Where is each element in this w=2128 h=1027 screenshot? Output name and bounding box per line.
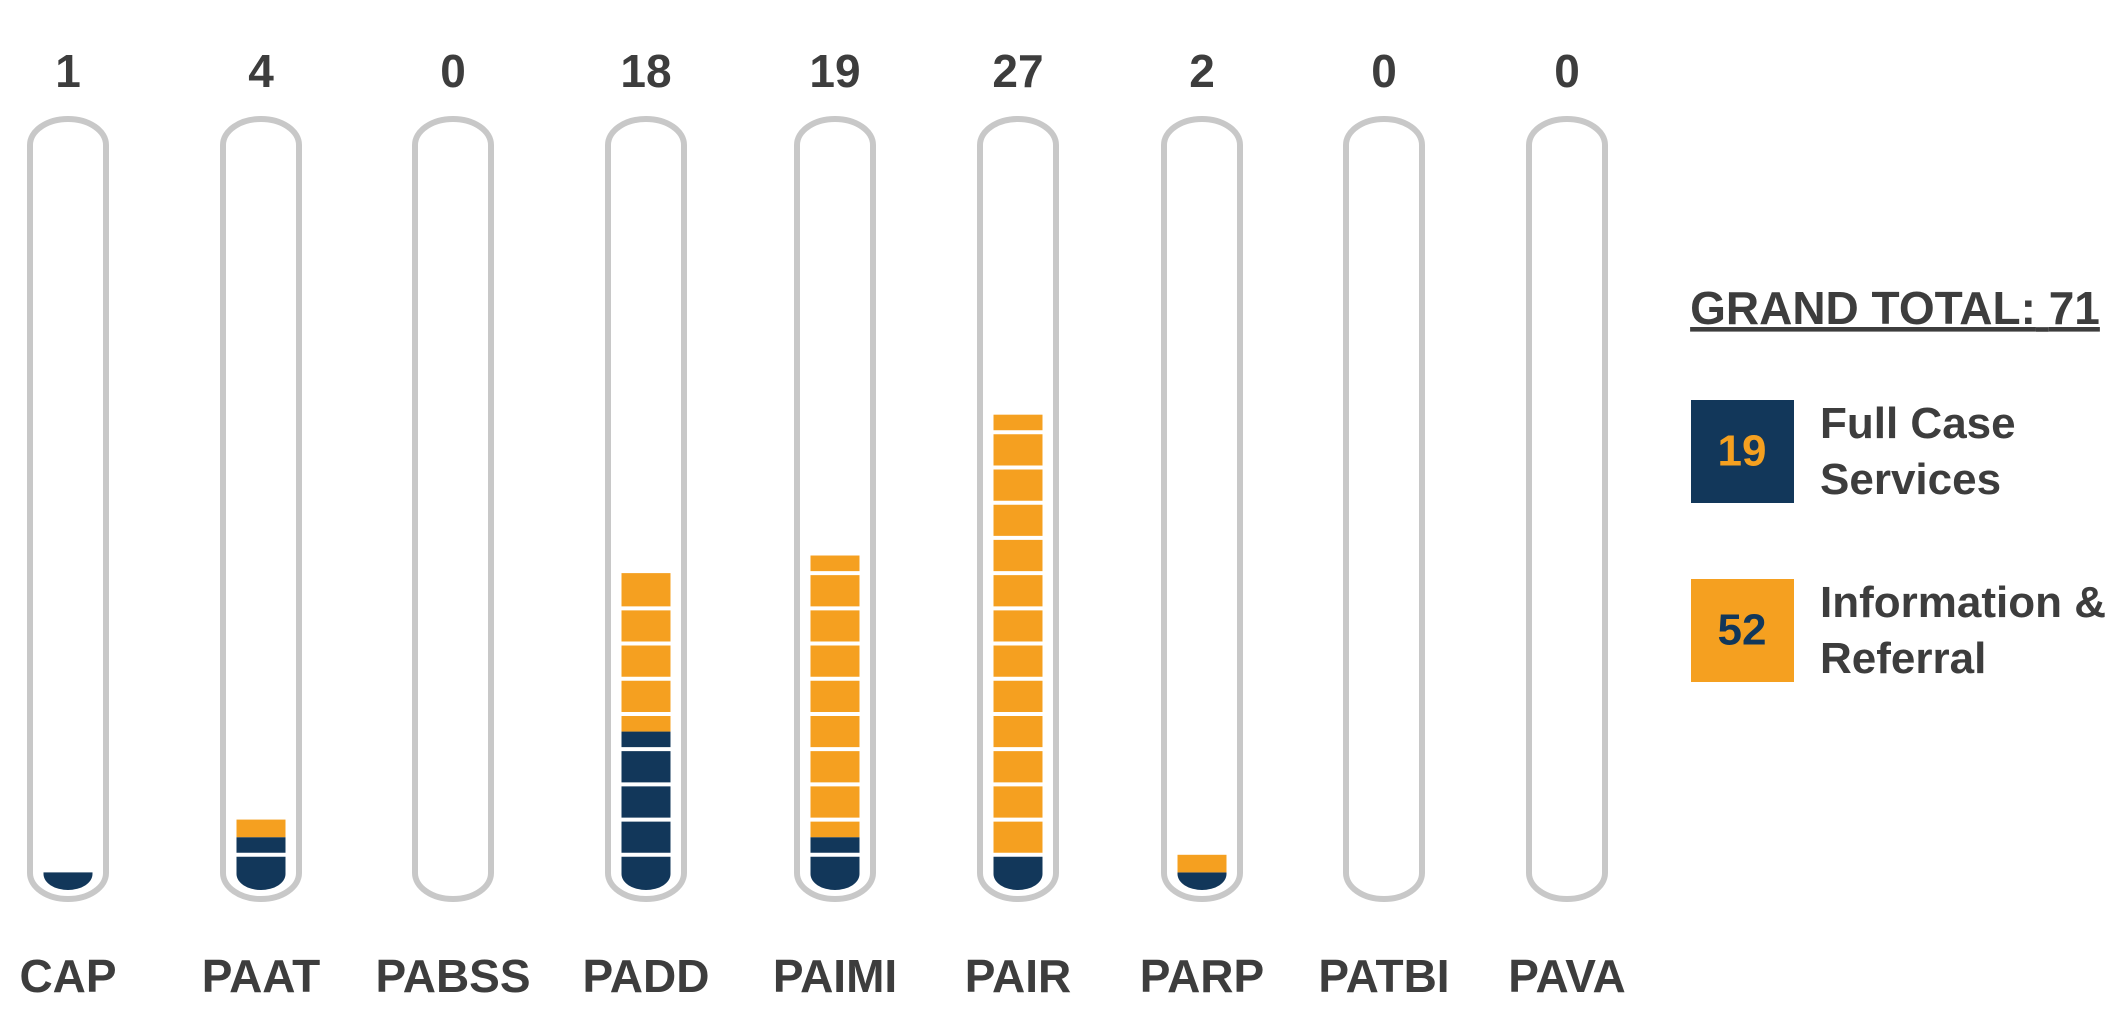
grand-total-value: 71 (2049, 282, 2100, 334)
total-label: 1 (55, 45, 81, 97)
stack (236, 819, 286, 890)
tube (412, 116, 494, 902)
x-tick-label: PAIMI (773, 950, 897, 1002)
x-tick-label: PARP (1140, 950, 1264, 1002)
bar-segment (810, 555, 860, 838)
stack (43, 872, 93, 890)
tube (1343, 116, 1425, 902)
x-tick-label: PATBI (1318, 950, 1449, 1002)
legend-total: 52 (1718, 606, 1767, 655)
total-label: 19 (809, 45, 860, 97)
bar-segment (236, 819, 286, 838)
tube (1161, 116, 1243, 902)
total-label: 2 (1189, 45, 1215, 97)
x-tick-label: PAVA (1508, 950, 1626, 1002)
grand-total: GRAND TOTAL: 71 (1690, 282, 2100, 334)
bar-segment (993, 414, 1043, 855)
bar-segment (43, 872, 93, 890)
bar-segment (621, 731, 671, 890)
legend-swatch (1691, 400, 1794, 503)
legend-label: Full Case Services (1820, 399, 2016, 504)
x-tick-label: PABSS (375, 950, 530, 1002)
grand-total-label: GRAND TOTAL: (1690, 282, 2036, 334)
tube (1526, 116, 1608, 902)
bar-segment (1177, 872, 1227, 890)
total-label: 0 (440, 45, 466, 97)
total-label: 27 (992, 45, 1043, 97)
legend-total: 19 (1718, 427, 1767, 476)
stack (810, 555, 860, 890)
bar-segment (621, 573, 671, 732)
legend-label: Information & Referral (1820, 578, 2106, 683)
total-label: 0 (1371, 45, 1397, 97)
bar-segment (810, 837, 860, 890)
x-tick-label: PAAT (202, 950, 320, 1002)
total-label: 4 (248, 45, 274, 97)
bar-segment (236, 837, 286, 890)
total-label: 18 (620, 45, 671, 97)
x-tick-label: CAP (19, 950, 116, 1002)
x-tick-label: PADD (583, 950, 710, 1002)
total-label: 0 (1554, 45, 1580, 97)
bar-segment (993, 854, 1043, 890)
stack (621, 573, 671, 890)
stack (1177, 854, 1227, 890)
stack (993, 414, 1043, 890)
legend-swatch (1691, 579, 1794, 682)
tube (220, 116, 302, 902)
tube (27, 116, 109, 902)
x-tick-label: PAIR (965, 950, 1072, 1002)
bar-segment (1177, 854, 1227, 873)
